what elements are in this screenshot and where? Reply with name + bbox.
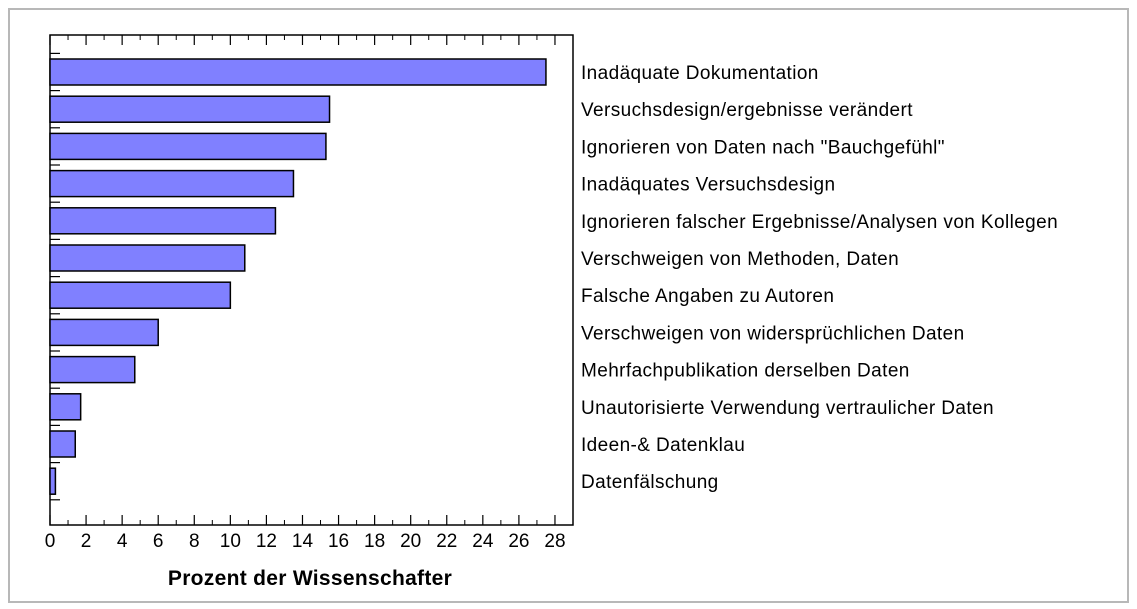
category-label: Ignorieren falscher Ergebnisse/Analysen …: [581, 212, 1058, 233]
category-label: Falsche Angaben zu Autoren: [581, 286, 834, 307]
category-label: Verschweigen von Methoden, Daten: [581, 249, 899, 270]
bar: [49, 393, 82, 421]
category-label: Inadäquates Versuchsdesign: [581, 175, 835, 196]
x-tick-label: 24: [472, 531, 494, 552]
category-label: Verschweigen von widersprüchlichen Daten: [581, 323, 965, 344]
y-minor-ticks: [50, 52, 60, 501]
x-axis-title: Prozent der Wissenschafter: [168, 567, 452, 590]
x-tick-label: 18: [364, 531, 385, 552]
bar: [49, 95, 331, 123]
bar: [49, 355, 136, 384]
category-label: Ideen-& Datenklau: [581, 435, 745, 456]
category-label: Unautorisierte Verwendung vertraulicher …: [581, 398, 994, 419]
x-tick-label: 0: [45, 531, 56, 552]
x-tick-label: 28: [544, 531, 565, 552]
bar: [49, 430, 76, 458]
x-tick-label: 16: [328, 531, 349, 552]
category-label: Mehrfachpublikation derselben Daten: [581, 361, 910, 382]
category-label: Datenfälschung: [581, 472, 719, 493]
category-label: Versuchsdesign/ergebnisse verändert: [581, 100, 913, 121]
x-tick-label: 14: [292, 531, 314, 552]
x-tick-label: 10: [220, 531, 241, 552]
x-tick-label: 22: [436, 531, 457, 552]
x-tick-label: 2: [81, 531, 92, 552]
x-tick-label: 6: [153, 531, 164, 552]
bar: [49, 244, 246, 272]
x-tick-label: 20: [400, 531, 421, 552]
x-tick-label: 4: [117, 531, 128, 552]
x-tick-label: 12: [256, 531, 277, 552]
bar-chart: Inadäquate Dokumentation Versuchsdesign/e…: [45, 34, 1058, 590]
plot-area-border: [49, 34, 574, 526]
category-label: Ignorieren von Daten nach "Bauchgefühl": [581, 137, 945, 158]
bar: [49, 281, 232, 309]
x-tick-label: 8: [189, 531, 200, 552]
chart-frame: Inadäquate Dokumentation Versuchsdesign/e…: [8, 8, 1129, 603]
bar: [49, 207, 277, 235]
x-tick-label: 26: [508, 531, 529, 552]
bar: [49, 169, 295, 198]
category-label: Inadäquate Dokumentation: [581, 63, 819, 84]
x-axis-ticks: 0 2 4 6 8 10 12 14 16 18 20 22 24 26 28: [45, 35, 566, 552]
bar: [49, 318, 159, 347]
bar: [49, 467, 57, 495]
bars-group: [49, 58, 547, 495]
bar: [49, 58, 547, 86]
bar: [49, 132, 327, 161]
category-labels: Inadäquate Dokumentation Versuchsdesign/e…: [581, 63, 1058, 493]
